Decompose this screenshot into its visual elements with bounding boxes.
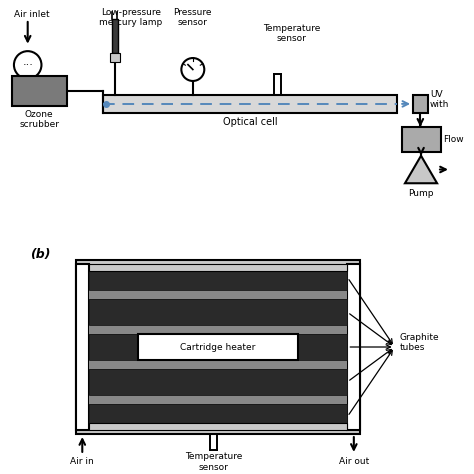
Circle shape [182,58,204,81]
Text: Temperature
sensor: Temperature sensor [263,24,320,43]
Bar [12,76,67,106]
Bar [89,264,347,271]
Text: UV
with: UV with [430,90,449,109]
Bar [89,325,347,334]
Text: Low-pressure
mercury lamp: Low-pressure mercury lamp [99,8,163,27]
Text: Graphite
tubes: Graphite tubes [399,333,439,352]
Bar [76,260,360,434]
Bar [89,395,347,404]
Bar [89,290,347,299]
Text: Air out: Air out [339,457,369,466]
Bar [112,19,118,54]
Bar [413,95,428,113]
Text: Air in: Air in [71,457,94,466]
Bar [347,264,360,429]
Text: Flow: Flow [443,135,464,144]
Bar [89,369,347,395]
Text: Ozone
scrubber: Ozone scrubber [19,110,59,129]
Text: (b): (b) [30,248,51,261]
Text: Optical cell: Optical cell [223,117,277,127]
Bar [89,264,347,290]
Bar [89,264,347,429]
Bar [89,404,347,429]
Bar [89,334,347,360]
Bar [76,264,89,429]
Text: Pressure
sensor: Pressure sensor [173,8,212,27]
Bar [401,127,440,152]
Text: ···: ··· [22,60,33,70]
Bar [110,53,119,62]
Bar [89,360,347,369]
Bar [103,95,397,113]
Text: Air inlet: Air inlet [14,10,50,19]
Text: Temperature
sensor: Temperature sensor [185,453,242,472]
Bar [89,299,347,325]
Text: Pump: Pump [408,189,434,198]
Text: Cartridge heater: Cartridge heater [181,343,256,352]
Polygon shape [405,156,437,183]
Bar [89,423,347,429]
Circle shape [14,51,41,79]
Bar [138,334,298,360]
